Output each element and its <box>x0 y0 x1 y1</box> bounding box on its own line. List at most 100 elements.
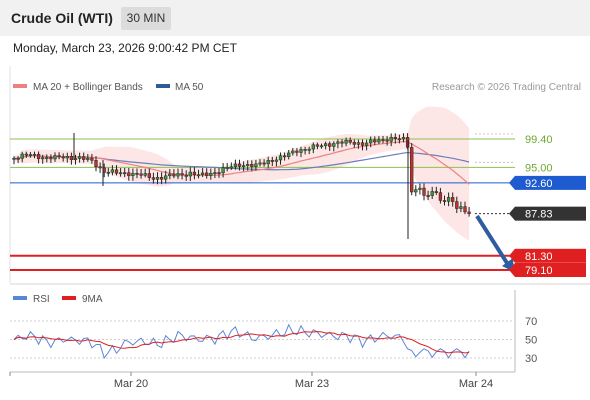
candle <box>246 160 250 171</box>
time-tick-label: Mar 23 <box>295 378 329 390</box>
candle <box>164 170 168 184</box>
rsi-swatch <box>13 296 27 300</box>
time-tick-label: Mar 24 <box>459 378 493 390</box>
moving-averages <box>13 140 470 185</box>
candle <box>274 156 279 167</box>
candle <box>229 162 233 170</box>
candlesticks <box>12 133 471 239</box>
candle <box>20 151 24 163</box>
candle <box>311 142 315 154</box>
candle <box>446 192 451 207</box>
candle <box>254 159 258 171</box>
candle <box>299 146 303 158</box>
candle <box>381 135 385 144</box>
level-tag-92-60 <box>515 175 586 190</box>
candle <box>258 159 262 167</box>
level-tag-87-83 <box>515 206 586 221</box>
candle <box>94 156 98 172</box>
candle <box>397 134 402 144</box>
candle <box>393 133 397 144</box>
candle <box>278 152 283 165</box>
candle <box>69 152 74 165</box>
candle <box>319 143 324 149</box>
candle <box>266 156 270 168</box>
candle <box>217 167 221 178</box>
ma50-swatch <box>156 84 170 88</box>
research-credit: Research © 2026 Trading Central <box>432 82 581 93</box>
timeframe-button[interactable]: 30 MIN <box>121 7 171 30</box>
bollinger-band-area <box>14 106 470 241</box>
candle <box>237 159 242 171</box>
candle <box>241 161 246 172</box>
candle <box>180 168 184 180</box>
candle <box>36 151 41 164</box>
level-label-79-10: 79.10 <box>525 265 553 277</box>
level-labels: 99.40 95.00 92.60 87.83 81.30 79.10 <box>475 133 586 277</box>
candle <box>401 133 406 143</box>
time-tick-label: Mar 20 <box>114 378 148 390</box>
candle <box>307 146 311 155</box>
candle <box>16 156 20 164</box>
candle <box>282 152 287 161</box>
candle <box>463 201 467 215</box>
candle <box>90 153 94 164</box>
candle <box>233 159 238 170</box>
level-label-81-30: 81.30 <box>525 251 553 263</box>
candle <box>159 172 164 185</box>
candle <box>352 139 356 148</box>
rsi-ma-line <box>13 331 470 354</box>
level-label-87-83: 87.83 <box>525 209 553 221</box>
candle <box>123 167 127 178</box>
bollinger-bands <box>14 106 470 241</box>
candle <box>98 162 102 173</box>
candle <box>336 139 340 149</box>
candle <box>77 152 82 163</box>
candle <box>287 149 291 160</box>
candle <box>418 183 422 195</box>
candle <box>209 168 213 180</box>
candle <box>12 156 16 165</box>
candle <box>364 139 369 151</box>
candle <box>459 201 463 213</box>
candle <box>53 152 57 162</box>
candle <box>328 141 332 151</box>
candle <box>467 206 471 217</box>
candle <box>127 167 131 181</box>
candle <box>422 183 426 201</box>
candle <box>188 167 192 181</box>
rsi-tick-30: 30 <box>525 353 537 365</box>
candle <box>131 168 135 181</box>
candle <box>430 186 434 200</box>
ma20-legend-label: MA 20 + Bollinger Bands <box>33 82 143 93</box>
candle <box>32 151 37 159</box>
candle <box>348 137 352 145</box>
candle <box>139 168 143 179</box>
candle <box>369 136 373 148</box>
timestamp: Monday, March 23, 2026 9:00:42 PM CET <box>13 41 237 55</box>
candle <box>344 137 348 147</box>
candle <box>24 151 28 158</box>
trend-arrow-icon <box>475 214 514 272</box>
rsi-ma-legend-label: 9MA <box>82 294 103 305</box>
candle <box>438 187 443 204</box>
ma20-swatch <box>13 84 27 88</box>
candle <box>385 136 389 146</box>
candle <box>262 159 266 167</box>
candle <box>143 168 147 178</box>
candle <box>110 165 115 176</box>
candle <box>356 139 361 149</box>
candle <box>192 167 197 180</box>
candle <box>340 139 344 148</box>
rsi-lines <box>13 323 470 359</box>
rsi-legend-label: RSI <box>33 294 50 305</box>
candle <box>172 169 176 179</box>
candle <box>57 152 61 160</box>
candle <box>213 167 217 179</box>
candle <box>442 195 447 206</box>
candle <box>176 168 180 180</box>
rsi-ma-swatch <box>62 296 76 300</box>
candle <box>65 152 69 163</box>
candle <box>414 185 418 197</box>
candle <box>118 167 123 177</box>
